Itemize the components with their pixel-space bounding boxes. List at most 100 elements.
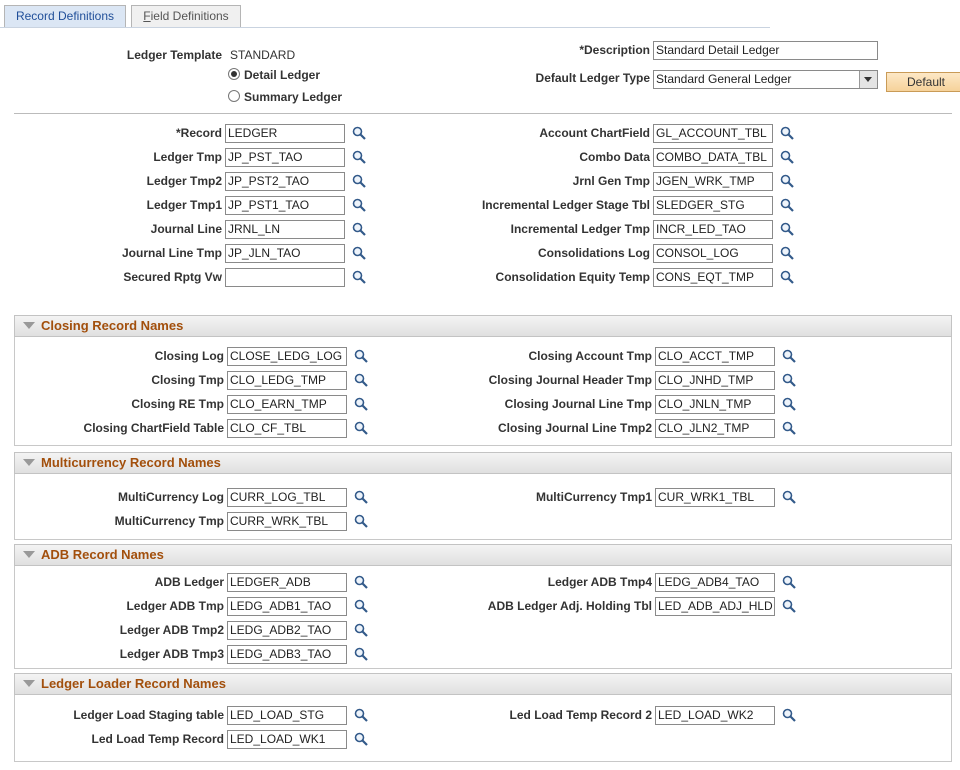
- lookup-icon[interactable]: [782, 708, 796, 722]
- text-input[interactable]: CLO_ACCT_TMP: [655, 347, 775, 366]
- lookup-icon[interactable]: [352, 174, 366, 188]
- text-input[interactable]: JGEN_WRK_TMP: [653, 172, 773, 191]
- lookup-glyph: [354, 373, 368, 387]
- lookup-icon[interactable]: [782, 349, 796, 363]
- text-input[interactable]: COMBO_DATA_TBL: [653, 148, 773, 167]
- lookup-icon[interactable]: [352, 246, 366, 260]
- lookup-icon[interactable]: [782, 397, 796, 411]
- lookup-icon[interactable]: [354, 373, 368, 387]
- text-input[interactable]: CLO_JNHD_TMP: [655, 371, 775, 390]
- lookup-icon[interactable]: [352, 222, 366, 236]
- lookup-icon[interactable]: [782, 575, 796, 589]
- text-input[interactable]: LED_ADB_ADJ_HLD: [655, 597, 775, 616]
- text-input[interactable]: CLO_EARN_TMP: [227, 395, 347, 414]
- field-label: Journal Line: [150, 222, 222, 236]
- text-input[interactable]: CONSOL_LOG: [653, 244, 773, 263]
- text-input[interactable]: Standard Detail Ledger: [653, 41, 878, 60]
- lookup-icon[interactable]: [782, 599, 796, 613]
- lookup-icon[interactable]: [780, 198, 794, 212]
- text-input[interactable]: CLOSE_LEDG_LOG: [227, 347, 347, 366]
- text-input[interactable]: LEDG_ADB2_TAO: [227, 621, 347, 640]
- text-input[interactable]: CUR_WRK1_TBL: [655, 488, 775, 507]
- lookup-icon[interactable]: [352, 126, 366, 140]
- tab[interactable]: Record Definitions: [4, 5, 126, 27]
- radio[interactable]: [228, 68, 240, 80]
- text-input[interactable]: LEDGER_ADB: [227, 573, 347, 592]
- text-input[interactable]: JRNL_LN: [225, 220, 345, 239]
- lookup-icon[interactable]: [354, 732, 368, 746]
- lookup-icon[interactable]: [782, 421, 796, 435]
- text-input[interactable]: [225, 268, 345, 287]
- lookup-glyph: [782, 421, 796, 435]
- lookup-glyph: [780, 198, 794, 212]
- text-input[interactable]: CONS_EQT_TMP: [653, 268, 773, 287]
- field-label: ADB Ledger Adj. Holding Tbl: [487, 599, 652, 613]
- lookup-icon[interactable]: [354, 708, 368, 722]
- lookup-icon[interactable]: [354, 421, 368, 435]
- text-input[interactable]: JP_PST_TAO: [225, 148, 345, 167]
- lookup-icon[interactable]: [780, 150, 794, 164]
- collapse-arrow[interactable]: [23, 322, 35, 329]
- text-input[interactable]: LEDG_ADB1_TAO: [227, 597, 347, 616]
- text-input[interactable]: LEDG_ADB3_TAO: [227, 645, 347, 664]
- lookup-icon[interactable]: [780, 270, 794, 284]
- lookup-icon[interactable]: [780, 246, 794, 260]
- lookup-icon[interactable]: [354, 397, 368, 411]
- lookup-icon[interactable]: [352, 270, 366, 284]
- section-header[interactable]: Ledger Loader Record Names: [14, 673, 952, 695]
- text-input[interactable]: JP_JLN_TAO: [225, 244, 345, 263]
- lookup-icon[interactable]: [354, 490, 368, 504]
- text-input[interactable]: JP_PST1_TAO: [225, 196, 345, 215]
- lookup-icon[interactable]: [354, 623, 368, 637]
- lookup-icon[interactable]: [354, 514, 368, 528]
- lookup-icon[interactable]: [354, 599, 368, 613]
- text-input[interactable]: LED_LOAD_STG: [227, 706, 347, 725]
- text-input[interactable]: CLO_JLN2_TMP: [655, 419, 775, 438]
- text-input[interactable]: CURR_LOG_TBL: [227, 488, 347, 507]
- section-header[interactable]: Multicurrency Record Names: [14, 452, 952, 474]
- field-label: Closing Journal Header Tmp: [488, 373, 652, 387]
- lookup-icon[interactable]: [354, 349, 368, 363]
- collapse-arrow[interactable]: [23, 459, 35, 466]
- lookup-glyph: [782, 599, 796, 613]
- field-label: Closing Tmp: [151, 373, 224, 387]
- tab[interactable]: Field Definitions: [131, 5, 241, 27]
- lookup-icon[interactable]: [354, 647, 368, 661]
- lookup-icon[interactable]: [782, 490, 796, 504]
- lookup-icon[interactable]: [352, 198, 366, 212]
- lookup-glyph: [782, 349, 796, 363]
- text-input[interactable]: JP_PST2_TAO: [225, 172, 345, 191]
- text-input[interactable]: INCR_LED_TAO: [653, 220, 773, 239]
- lookup-icon[interactable]: [354, 575, 368, 589]
- lookup-glyph: [352, 246, 366, 260]
- text-input[interactable]: CURR_WRK_TBL: [227, 512, 347, 531]
- radio[interactable]: [228, 90, 240, 102]
- collapse-arrow[interactable]: [23, 551, 35, 558]
- text-input[interactable]: CLO_JNLN_TMP: [655, 395, 775, 414]
- text-input[interactable]: CLO_LEDG_TMP: [227, 371, 347, 390]
- text-input[interactable]: SLEDGER_STG: [653, 196, 773, 215]
- text-input[interactable]: CLO_CF_TBL: [227, 419, 347, 438]
- collapse-arrow[interactable]: [23, 680, 35, 687]
- text-input[interactable]: LED_LOAD_WK2: [655, 706, 775, 725]
- lookup-icon[interactable]: [780, 126, 794, 140]
- text-input[interactable]: LEDGER: [225, 124, 345, 143]
- text-input[interactable]: GL_ACCOUNT_TBL: [653, 124, 773, 143]
- lookup-glyph: [780, 246, 794, 260]
- lookup-icon[interactable]: [780, 174, 794, 188]
- section-header[interactable]: Closing Record Names: [14, 315, 952, 337]
- section-header[interactable]: ADB Record Names: [14, 544, 952, 566]
- button[interactable]: Default: [886, 72, 960, 92]
- select-arrow[interactable]: [859, 71, 877, 88]
- lookup-glyph: [354, 647, 368, 661]
- lookup-glyph: [354, 514, 368, 528]
- radio-label[interactable]: Summary Ledger: [244, 90, 343, 104]
- lookup-icon[interactable]: [782, 373, 796, 387]
- text-input[interactable]: LEDG_ADB4_TAO: [655, 573, 775, 592]
- text-input[interactable]: LED_LOAD_WK1: [227, 730, 347, 749]
- lookup-icon[interactable]: [780, 222, 794, 236]
- select[interactable]: Standard General Ledger: [653, 70, 878, 89]
- lookup-icon[interactable]: [352, 150, 366, 164]
- radio-label[interactable]: Detail Ledger: [244, 68, 321, 82]
